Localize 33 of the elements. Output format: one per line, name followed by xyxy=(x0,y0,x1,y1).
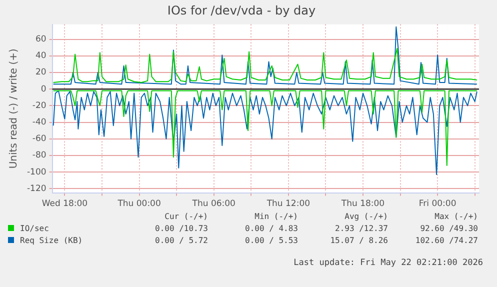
legend-label: Req Size (KB) xyxy=(19,234,84,246)
y-tick-label: 40 xyxy=(35,51,46,62)
x-tick-label: Thu 12:00 xyxy=(266,199,310,210)
text: Max (-/+) xyxy=(434,210,478,222)
text: 102.60 /74.27 xyxy=(414,234,478,246)
chart-title: IOs for /dev/vda - by day xyxy=(167,3,316,18)
y-tick-label: -40 xyxy=(32,117,46,128)
text: 0.00 /10.73 xyxy=(154,222,208,234)
y-tick-label: 20 xyxy=(35,68,46,78)
y-tick-label: 60 xyxy=(35,34,46,45)
y-tick-label: -80 xyxy=(32,150,46,161)
text: Last update: Fri May 22 02:21:00 2026 xyxy=(294,258,483,268)
text: 0.00 / 4.83 xyxy=(244,222,298,234)
text: 92.60 /49.30 xyxy=(419,222,478,234)
y-tick-label: -120 xyxy=(26,184,46,194)
x-tick-label: Wed 18:00 xyxy=(42,199,88,210)
x-tick-label: Fri 00:00 xyxy=(418,199,456,210)
text: Avg (-/+) xyxy=(344,210,388,222)
x-tick-label: Thu 00:00 xyxy=(116,199,161,210)
x-tick-label: Thu 18:00 xyxy=(340,199,385,210)
text: 0.00 / 5.72 xyxy=(154,234,208,246)
y-tick-label: -20 xyxy=(32,100,46,111)
x-tick-label: Thu 06:00 xyxy=(191,199,236,210)
y-tick-label: -100 xyxy=(26,167,46,178)
legend-label: IO/sec xyxy=(19,222,50,234)
y-tick-label: 0 xyxy=(40,84,46,94)
y-tick-label: -60 xyxy=(32,134,46,144)
text: 0.00 / 5.53 xyxy=(244,234,298,246)
text: 2.93 /12.37 xyxy=(334,222,388,234)
text: 15.07 / 8.26 xyxy=(329,234,388,246)
text: Cur (-/+) xyxy=(164,210,208,222)
text: Min (-/+) xyxy=(254,210,298,222)
y-axis-title: Units read (-) / write (+) xyxy=(8,48,20,169)
